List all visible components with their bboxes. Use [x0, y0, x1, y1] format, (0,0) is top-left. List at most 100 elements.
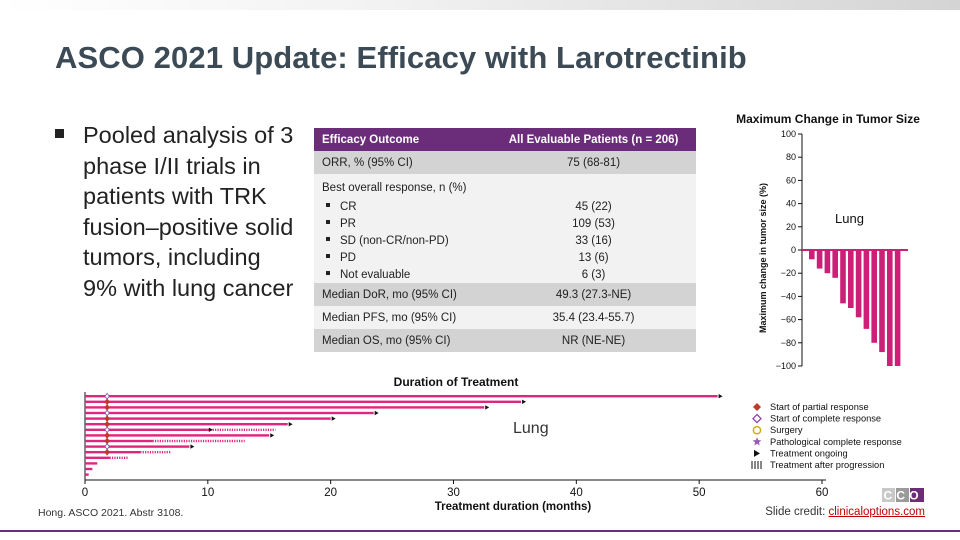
citation: Hong. ASCO 2021. Abstr 3108.: [38, 507, 184, 519]
waterfall-bar: [824, 250, 831, 274]
row-label: PR: [340, 217, 356, 230]
row-label: ORR, % (95% CI): [314, 151, 492, 174]
table-row-pd: PD 13 (6): [314, 249, 696, 266]
swimmer-x-tick-label: 60: [816, 487, 829, 499]
legend-label: Treatment ongoing: [770, 448, 848, 458]
swimmer-bar: [85, 406, 485, 409]
swimmer-bar: [85, 417, 331, 420]
swimmer-bar: [85, 434, 270, 437]
table-row-os: Median OS, mo (95% CI) NR (NE-NE): [314, 329, 696, 352]
legend-label: Surgery: [770, 425, 803, 435]
row-value: NR (NE-NE): [491, 329, 696, 352]
swimmer-bar: [85, 439, 153, 443]
waterfall-bar: [855, 250, 862, 318]
swimmer-bar: [85, 451, 141, 454]
treatment-ongoing-arrow: [485, 405, 490, 410]
swimmer-bar: [85, 467, 93, 471]
waterfall-y-tick-label: 0: [791, 245, 796, 255]
duration-treatment-chart: Duration of Treatment Treatment duration…: [82, 375, 829, 513]
table-row-pfs: Median PFS, mo (95% CI) 35.4 (23.4-55.7): [314, 306, 696, 329]
legend-label: Pathological complete response: [770, 437, 902, 447]
response-start-marker: [104, 420, 110, 428]
efficacy-table: Efficacy Outcome All Evaluable Patients …: [314, 128, 696, 352]
table-row-ne: Not evaluable 6 (3): [314, 266, 696, 283]
swimmer-xlabel: Treatment duration (months): [435, 501, 592, 513]
waterfall-y-tick-label: 100: [781, 129, 796, 139]
waterfall-y-tick-label: −40: [781, 291, 796, 301]
waterfall-bar: [832, 250, 838, 278]
waterfall-bar: [840, 250, 846, 304]
response-start-marker: [104, 415, 110, 423]
table-row-cr: CR 45 (22): [314, 198, 696, 215]
row-label: Median PFS, mo (95% CI): [314, 306, 492, 329]
row-value: 6 (3): [491, 266, 696, 283]
table-row-sd: SD (non-CR/non-PD) 33 (16): [314, 232, 696, 249]
swimmer-bar: [85, 400, 522, 403]
swimmer-bar: [85, 423, 288, 426]
waterfall-y-tick-label: 20: [786, 222, 796, 232]
response-start-marker: [104, 409, 110, 417]
swimmer-bar: [85, 456, 110, 459]
row-value: 33 (16): [491, 232, 696, 249]
waterfall-bar: [879, 250, 885, 353]
legend-label: Start of complete response: [770, 414, 881, 424]
credit-link[interactable]: clinicaloptions.com: [828, 506, 925, 518]
response-start-marker: [104, 403, 110, 411]
treatment-ongoing-arrow: [374, 410, 379, 416]
treatment-ongoing-arrow: [288, 422, 293, 427]
legend-label: Treatment after progression: [770, 460, 884, 470]
waterfall-bar: [848, 250, 854, 308]
tumor-size-waterfall-chart: Maximum Change in Tumor Size Maximum cha…: [736, 112, 920, 371]
swimmer-x-tick-label: 30: [447, 487, 460, 499]
row-value: 75 (68-81): [491, 151, 696, 174]
sub-bullet-icon: [326, 237, 330, 242]
slide-credit: Slide credit: clinicaloptions.com: [765, 506, 925, 518]
waterfall-y-tick-label: 60: [786, 175, 796, 185]
waterfall-y-tick-label: −80: [781, 338, 796, 348]
header-patients: All Evaluable Patients (n = 206): [491, 128, 696, 151]
logo-block-1: [882, 488, 895, 502]
table-row-orr: ORR, % (95% CI) 75 (68-81): [314, 151, 696, 174]
header-outcome: Efficacy Outcome: [314, 128, 492, 151]
treatment-ongoing-arrow: [270, 433, 275, 438]
waterfall-bar: [887, 250, 893, 366]
treatment-ongoing-arrow: [522, 399, 527, 404]
bullet-text: Pooled analysis of 3 phase I/II trials i…: [83, 122, 294, 301]
sub-bullet-icon: [326, 254, 330, 259]
row-label: SD (non-CR/non-PD): [340, 234, 449, 247]
row-value: 109 (53): [491, 215, 696, 232]
row-value: 45 (22): [491, 198, 696, 215]
waterfall-y-tick-label: −60: [781, 315, 796, 325]
table-row-pr: PR 109 (53): [314, 215, 696, 232]
waterfall-bar: [871, 250, 877, 343]
waterfall-y-tick-label: −20: [781, 268, 796, 278]
response-start-marker: [104, 392, 110, 400]
table-row-bor-header: Best overall response, n (%): [314, 174, 696, 198]
waterfall-y-tick-label: 40: [786, 199, 796, 209]
waterfall-ylabel: Maximum change in tumor size (%): [758, 183, 768, 333]
treatment-ongoing-icon: [754, 449, 760, 457]
swimmer-bar: [85, 411, 374, 415]
waterfall-y-tick-label: 80: [786, 152, 796, 162]
bullet-square-icon: [55, 129, 64, 138]
row-label: Not evaluable: [340, 268, 411, 281]
treatment-ongoing-arrow: [208, 427, 213, 432]
swimmer-bar: [85, 445, 190, 448]
swimmer-bar: [85, 462, 98, 465]
treatment-ongoing-arrow: [718, 394, 723, 399]
table-header-row: Efficacy Outcome All Evaluable Patients …: [314, 128, 696, 151]
partial-response-icon: [753, 403, 761, 411]
legend-label: Start of partial response: [770, 402, 869, 412]
logo-block-2: [896, 488, 909, 502]
row-label: CR: [340, 200, 357, 213]
swimmer-x-tick-label: 50: [693, 487, 706, 499]
pathological-response-star-icon: [752, 437, 762, 446]
response-start-marker: [104, 431, 110, 439]
swimmer-bar: [85, 473, 89, 476]
surgery-icon: [752, 425, 762, 435]
waterfall-y-tick-label: −100: [776, 361, 796, 371]
response-start-marker: [104, 437, 110, 445]
logo-text: CCO: [884, 489, 923, 503]
row-value: 49.3 (27.3-NE): [491, 283, 696, 306]
waterfall-title: Maximum Change in Tumor Size: [736, 112, 920, 126]
